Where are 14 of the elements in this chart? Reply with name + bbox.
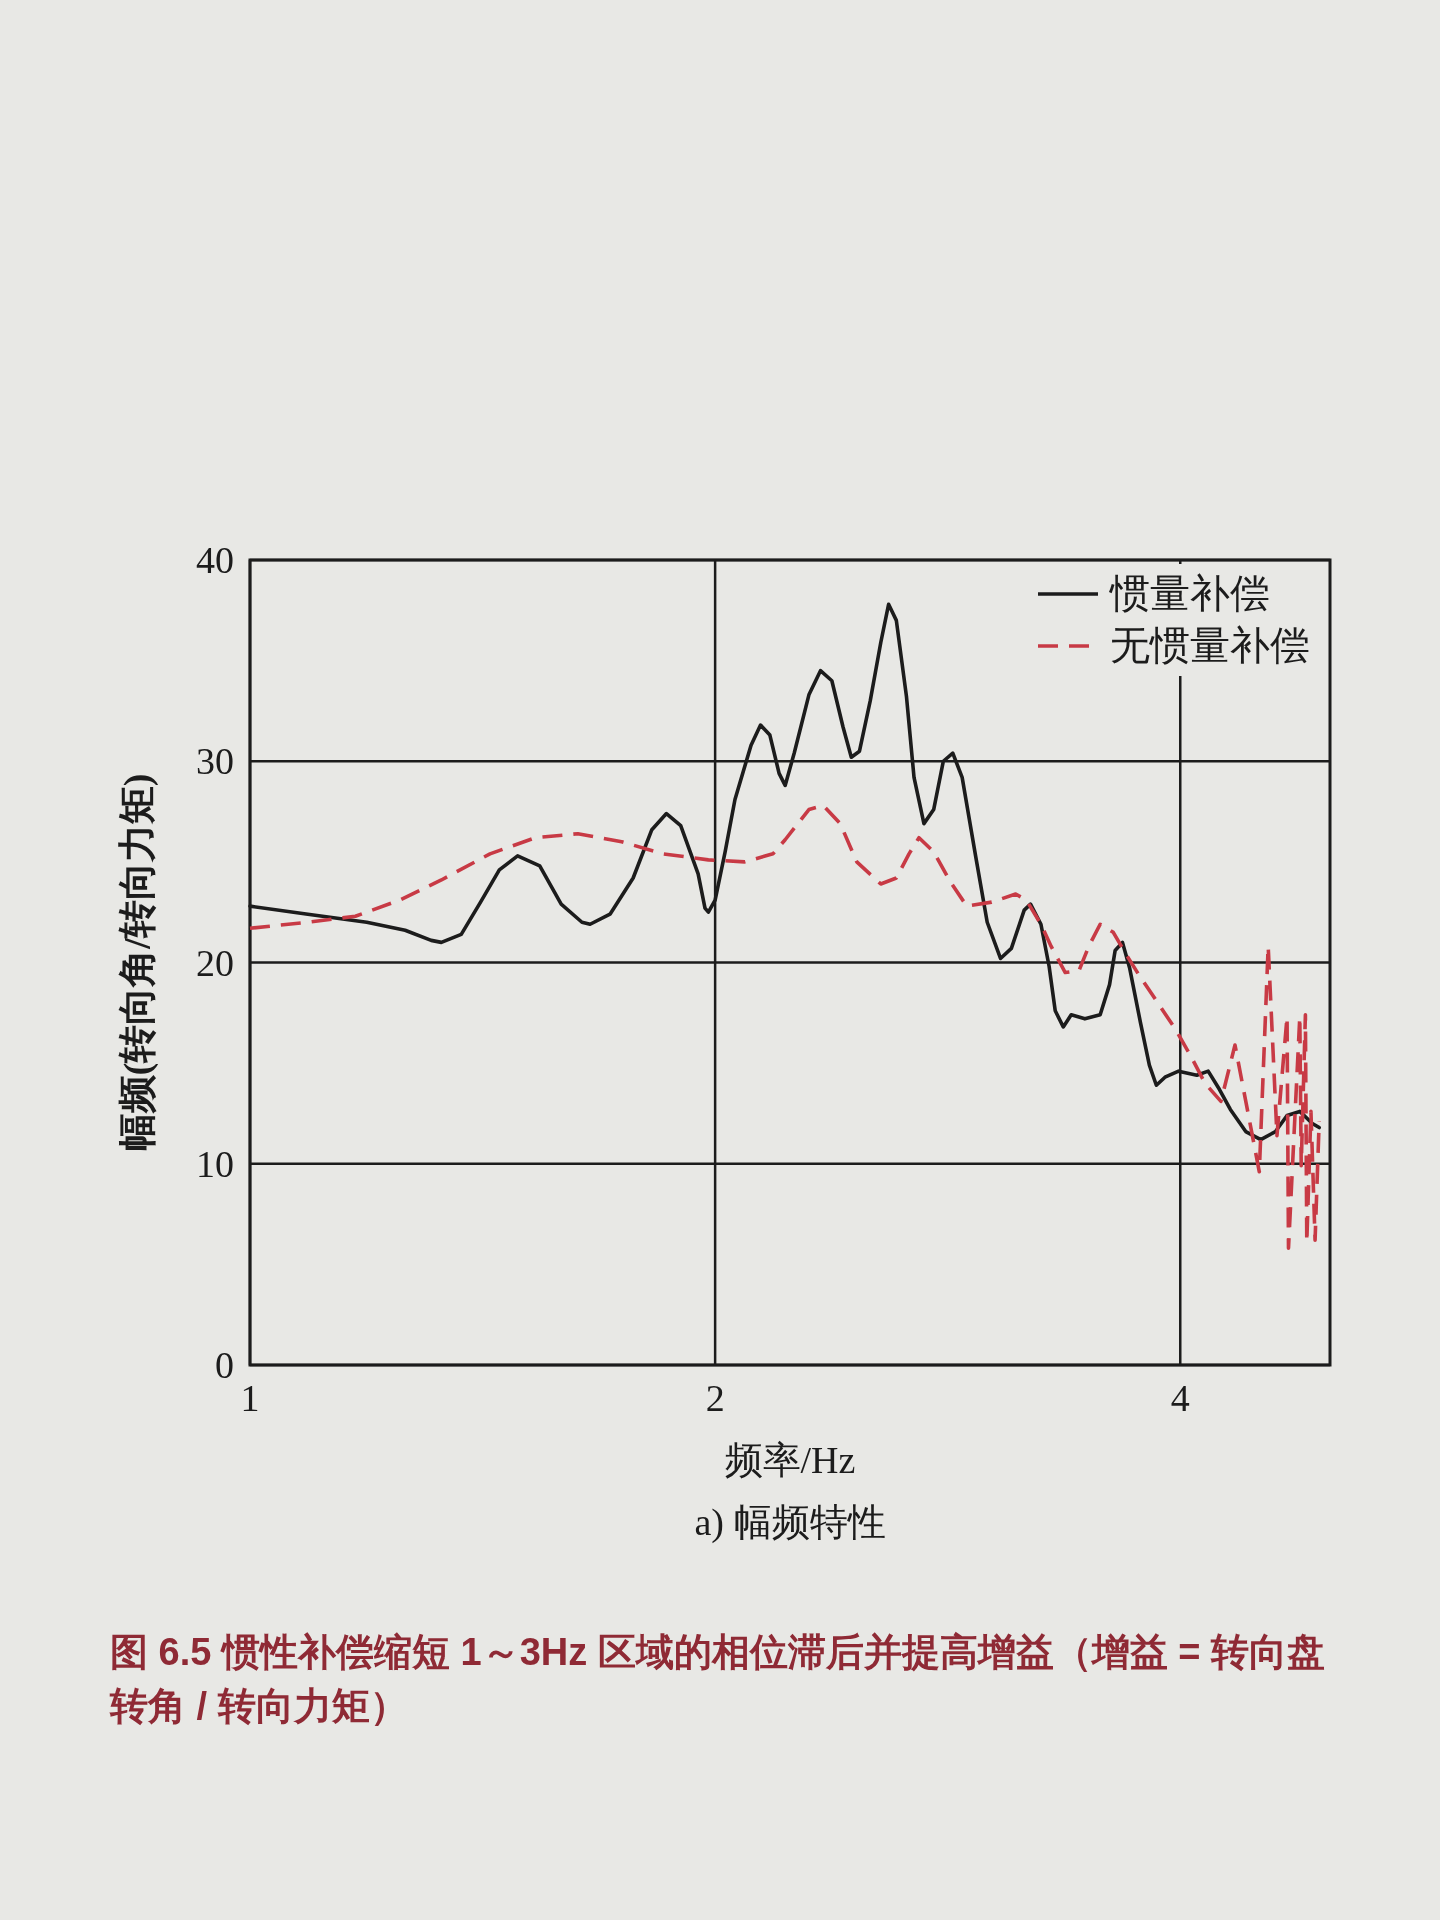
y-tick-label: 40: [196, 539, 234, 581]
x-tick-label: 4: [1170, 1377, 1190, 1419]
y-tick-label: 10: [196, 1142, 234, 1185]
y-tick-label: 0: [215, 1344, 234, 1386]
x-axis-title: 频率/Hz: [724, 1439, 856, 1481]
caption: 图 6.5 惯性补偿缩短 1～3Hz 区域的相位滞后并提高增益（增益 = 转向盘转角 / 转向力矩）: [109, 1631, 1326, 1727]
y-axis-title: 幅频(转向角/转向力矩): [116, 773, 159, 1152]
legend-label: 惯量补偿: [1108, 571, 1270, 616]
x-tick-label: 2: [705, 1377, 725, 1419]
x-tick-label: 1: [240, 1377, 260, 1419]
text: a) 幅频特性: [694, 1501, 886, 1544]
legend-label: 无惯量补偿: [1110, 623, 1310, 668]
y-tick-label: 20: [196, 941, 234, 984]
y-tick-label: 30: [196, 740, 234, 783]
